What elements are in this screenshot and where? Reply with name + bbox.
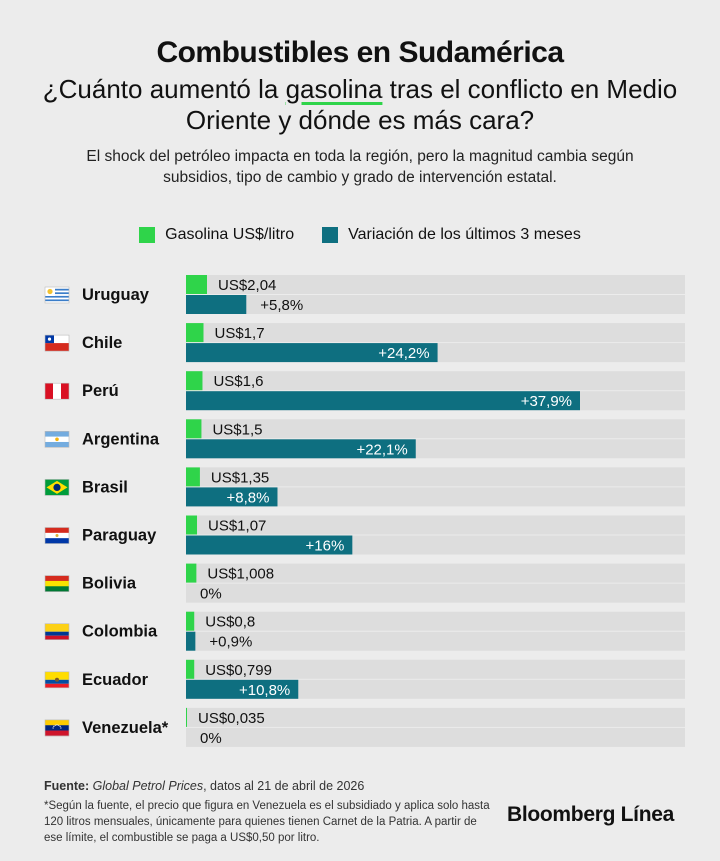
country-label: Argentina xyxy=(82,430,160,448)
price-track xyxy=(186,563,685,583)
source-line: Fuente: Global Petrol Prices, datos al 2… xyxy=(44,779,364,793)
price-bar xyxy=(186,563,197,583)
legend-label-variation: Variación de los últimos 3 meses xyxy=(348,226,581,243)
source-rest: , datos al 21 de abril de 2026 xyxy=(203,779,365,793)
country-label: Ecuador xyxy=(82,671,149,689)
price-track xyxy=(186,419,685,439)
chart-title: Combustibles en Sudamérica xyxy=(156,36,564,69)
chart-subtitle: ¿Cuánto aumentó la gasolina tras el conf… xyxy=(0,74,720,136)
price-bar xyxy=(186,659,195,679)
paraguay-flag-icon xyxy=(44,527,70,544)
chile-flag-icon xyxy=(44,334,70,352)
variation-track xyxy=(186,583,685,603)
price-bar xyxy=(186,611,195,631)
country-label: Chile xyxy=(82,334,122,352)
price-track xyxy=(186,659,685,679)
variation-bar xyxy=(186,295,247,314)
price-bar xyxy=(186,419,202,439)
price-track xyxy=(186,611,685,631)
colombia-flag-icon xyxy=(44,623,70,641)
variation-bar xyxy=(186,631,196,651)
price-bar xyxy=(186,515,198,535)
legend-item-variation: Variación de los últimos 3 meses xyxy=(322,226,581,244)
brasil-flag-icon xyxy=(44,479,70,496)
price-track xyxy=(186,707,685,727)
source-label: Fuente: xyxy=(44,779,90,793)
legend: Gasolina US$/litro Variación de los últi… xyxy=(0,226,720,244)
variation-label: +37,9% xyxy=(521,393,572,410)
subtitle-post: tras el conflicto en Medio Oriente y dón… xyxy=(185,74,678,135)
price-label: US$1,35 xyxy=(211,469,269,486)
country-label: Uruguay xyxy=(82,286,150,304)
price-label: US$0,799 xyxy=(205,662,272,679)
price-label: US$0,8 xyxy=(205,614,255,631)
country-label: Perú xyxy=(82,382,119,400)
legend-swatch-variation xyxy=(322,227,339,243)
venezuela-flag-icon xyxy=(44,719,70,737)
country-label: Venezuela* xyxy=(82,719,169,737)
country-label: Brasil xyxy=(82,478,128,496)
source-name: Global Petrol Prices xyxy=(92,779,204,793)
legend-swatch-price xyxy=(139,227,156,243)
bolivia-flag-icon xyxy=(44,575,70,592)
ecuador-flag-icon xyxy=(44,671,70,689)
variation-bar xyxy=(186,343,438,363)
country-label: Bolivia xyxy=(82,575,137,593)
price-track xyxy=(186,515,685,535)
uruguay-flag-icon xyxy=(44,286,70,304)
price-bar xyxy=(186,467,200,487)
variation-bar xyxy=(186,679,299,699)
country-label: Paraguay xyxy=(82,527,157,545)
chart-description: El shock del petróleo impacta en toda la… xyxy=(86,148,634,186)
variation-bar xyxy=(186,535,353,555)
price-label: US$2,04 xyxy=(218,277,276,294)
country-label: Colombia xyxy=(82,623,158,641)
price-bar xyxy=(186,371,203,391)
subtitle-highlight: gasolina xyxy=(285,74,383,104)
variation-bar xyxy=(186,439,416,459)
variation-label: 0% xyxy=(200,586,222,603)
price-track xyxy=(186,323,685,343)
variation-label: 0% xyxy=(200,730,222,747)
variation-track xyxy=(186,727,685,747)
legend-item-price: Gasolina US$/litro xyxy=(139,226,294,244)
brand-logo: Bloomberg Línea xyxy=(506,803,674,826)
argentina-flag-icon xyxy=(44,430,70,448)
variation-label: +8,8% xyxy=(227,489,270,506)
legend-label-price: Gasolina US$/litro xyxy=(165,226,295,243)
variation-track xyxy=(186,631,685,651)
footnote: *Según la fuente, el precio que figura e… xyxy=(44,800,490,844)
price-track xyxy=(186,467,685,487)
price-label: US$1,6 xyxy=(213,373,263,390)
price-label: US$1,7 xyxy=(215,325,265,342)
variation-label: +5,8% xyxy=(260,297,303,314)
variation-label: +24,2% xyxy=(378,345,429,362)
price-label: US$1,008 xyxy=(207,566,274,583)
variation-label: +10,8% xyxy=(239,682,290,699)
price-label: US$1,07 xyxy=(208,518,266,535)
variation-bar xyxy=(186,487,278,507)
variation-label: +22,1% xyxy=(356,441,407,458)
variation-label: +0,9% xyxy=(209,634,252,651)
price-bar xyxy=(186,275,207,294)
variation-track xyxy=(186,487,685,507)
price-label: US$1,5 xyxy=(212,421,262,438)
price-bar xyxy=(186,707,187,727)
peru-flag-icon xyxy=(44,382,70,400)
subtitle-pre: ¿Cuánto aumentó la xyxy=(42,74,286,104)
variation-label: +16% xyxy=(306,538,345,555)
variation-track xyxy=(186,679,685,699)
price-track xyxy=(186,371,685,391)
price-track xyxy=(186,275,685,294)
price-bar xyxy=(186,323,204,343)
variation-track xyxy=(186,295,685,314)
price-label: US$0,035 xyxy=(198,710,265,727)
variation-bar xyxy=(186,391,580,411)
